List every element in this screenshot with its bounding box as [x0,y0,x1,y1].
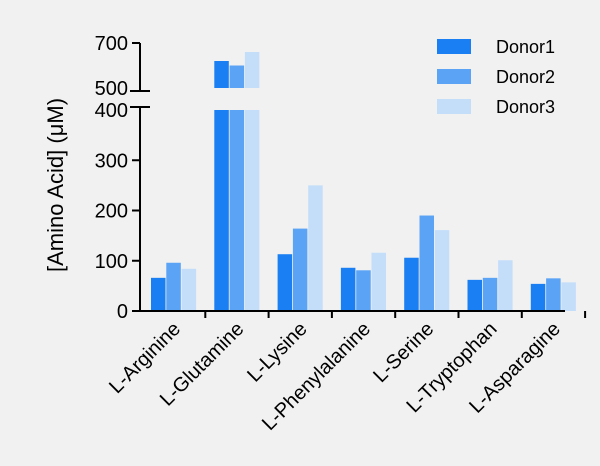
bar-l-phenylalanine-donor1 [340,267,356,311]
bar-l-lysine-donor2 [292,228,308,311]
y-tick-label-300: 300 [95,150,128,172]
bar-l-lysine-donor3 [308,185,323,311]
bar-l-glutamine-donor3-lower [244,110,260,311]
bar-l-asparagine-donor2 [546,278,561,311]
bar-l-arginine-donor1 [151,277,166,311]
legend-swatch-donor2 [437,69,471,84]
x-label-l-phenylalanine: L-Phenylalanine [258,318,375,435]
y-tick-label-700: 700 [95,33,128,55]
axes-group [130,43,587,318]
bar-l-phenylalanine-donor3 [371,252,386,311]
bar-l-arginine-donor3 [181,268,197,311]
y-axis-title: [Amino Acid] (μM) [43,98,68,272]
bar-l-tryptophan-donor3 [498,260,513,311]
legend-label-donor3: Donor3 [496,97,555,117]
y-tick-label-200: 200 [95,201,128,223]
legend-swatch-donor3 [437,99,471,114]
legend-swatch-donor1 [437,39,471,54]
legend-label-donor1: Donor1 [496,37,555,57]
legend: Donor1 Donor2 Donor3 [437,37,555,117]
bar-l-asparagine-donor1 [530,283,546,311]
bar-l-glutamine-donor3-upper [244,52,260,88]
y-tick-label-500: 500 [95,78,128,100]
bar-l-tryptophan-donor2 [482,277,498,311]
bar-l-arginine-donor2 [166,262,181,311]
y-tick-label-0: 0 [117,301,128,323]
bar-l-lysine-donor1 [277,254,293,311]
bar-l-glutamine-donor1-upper [214,61,229,88]
bar-l-glutamine-donor2-lower [229,110,245,311]
bar-l-serine-donor1 [404,257,419,311]
bar-l-asparagine-donor3 [561,282,576,311]
bar-l-tryptophan-donor1 [467,279,482,311]
bar-l-serine-donor3 [434,230,450,311]
y-tick-label-400: 400 [95,100,128,122]
x-labels-group: L-ArginineL-GlutamineL-LysineL-Phenylala… [105,318,565,435]
bar-l-glutamine-donor2-upper [229,65,245,88]
bar-l-phenylalanine-donor2 [356,270,371,311]
bars-group [151,52,576,311]
bar-l-serine-donor2 [419,215,434,311]
y-tick-label-100: 100 [95,251,128,273]
bar-l-glutamine-donor1-lower [214,110,229,311]
legend-label-donor2: Donor2 [496,67,555,87]
